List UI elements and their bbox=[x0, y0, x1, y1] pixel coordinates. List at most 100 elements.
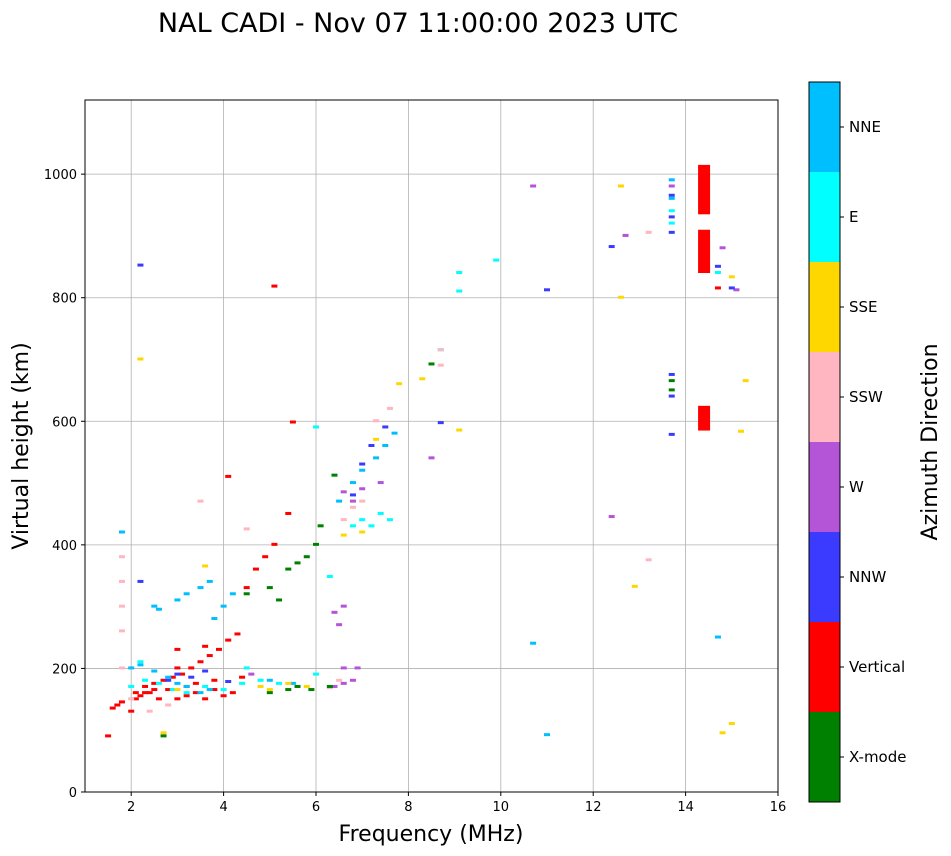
data-point-x-mode bbox=[285, 567, 292, 571]
y-tick-label: 400 bbox=[52, 539, 77, 554]
data-point-vertical bbox=[225, 474, 232, 478]
data-point-vertical bbox=[109, 706, 116, 710]
data-point-ssw bbox=[373, 419, 380, 423]
data-point-vertical bbox=[146, 691, 153, 695]
colorbar-label-nnw: NNW bbox=[849, 568, 886, 586]
data-point-vertical bbox=[271, 284, 278, 288]
data-point-ssw bbox=[146, 709, 153, 713]
data-point-e bbox=[349, 524, 356, 528]
data-point-vertical bbox=[225, 638, 232, 642]
data-point-ssw bbox=[645, 558, 652, 562]
data-point-nne bbox=[544, 733, 550, 737]
data-point-vertical bbox=[192, 681, 199, 685]
data-point-vertical bbox=[211, 678, 218, 682]
data-points bbox=[105, 164, 749, 738]
data-point-nnw bbox=[382, 425, 389, 429]
data-point-sse bbox=[285, 681, 292, 685]
data-point-vertical bbox=[197, 660, 204, 664]
data-point-vertical bbox=[202, 644, 209, 648]
data-point-e bbox=[128, 684, 135, 688]
data-point-vertical bbox=[118, 700, 125, 704]
data-point-x-mode bbox=[308, 688, 315, 692]
data-point-w bbox=[340, 666, 347, 670]
data-point-nnw bbox=[668, 230, 675, 234]
data-point-w bbox=[349, 499, 356, 503]
data-point-e bbox=[257, 678, 264, 682]
data-point-sse bbox=[617, 295, 624, 299]
chart-title: NAL CADI - Nov 07 11:00:00 2023 UTC bbox=[158, 8, 678, 39]
data-point-w bbox=[340, 681, 347, 685]
x-tick-label: 4 bbox=[219, 800, 227, 815]
colorbar-segment-sse bbox=[809, 262, 840, 352]
data-point-x-mode bbox=[266, 691, 273, 695]
data-point-x-mode bbox=[294, 561, 301, 565]
data-point-nnw bbox=[668, 372, 675, 376]
data-point-nnw bbox=[668, 215, 675, 219]
plot-frame bbox=[84, 99, 779, 793]
data-point-x-mode bbox=[266, 586, 273, 590]
data-point-sse bbox=[728, 275, 735, 279]
data-point-nne bbox=[714, 635, 721, 639]
data-point-x-mode bbox=[276, 598, 283, 602]
data-point-e bbox=[137, 660, 144, 664]
data-point-sse bbox=[359, 530, 366, 534]
colorbar-segment-ssw bbox=[809, 352, 840, 442]
data-point-e bbox=[142, 678, 149, 682]
data-point-e bbox=[313, 672, 319, 676]
data-point-w bbox=[668, 184, 675, 188]
data-point-vertical bbox=[234, 632, 241, 636]
data-point-sse bbox=[738, 429, 745, 433]
data-point-vertical bbox=[174, 697, 181, 701]
data-point-nne bbox=[382, 444, 389, 447]
data-point-x-mode bbox=[668, 379, 675, 383]
data-point-e bbox=[169, 688, 176, 692]
data-point-nnw bbox=[225, 680, 232, 684]
data-point-e bbox=[668, 209, 675, 213]
data-point-w bbox=[428, 456, 435, 460]
colorbar-segment-nnw bbox=[809, 532, 840, 622]
data-point-ssw bbox=[386, 406, 393, 410]
data-point-nnw bbox=[668, 394, 675, 398]
data-point-sse bbox=[160, 731, 167, 735]
data-point-x-mode bbox=[317, 524, 324, 528]
data-point-nne bbox=[197, 586, 204, 590]
data-point-vertical bbox=[252, 567, 259, 571]
data-point-e bbox=[276, 681, 283, 685]
data-point-vertical bbox=[206, 654, 213, 658]
data-point-sse bbox=[137, 357, 144, 361]
data-point-nnw bbox=[174, 672, 181, 676]
data-point-vertical bbox=[142, 691, 149, 695]
data-point-sse bbox=[617, 184, 624, 188]
data-point-nnw bbox=[544, 288, 550, 292]
data-point-e bbox=[220, 688, 227, 692]
data-point-nnw bbox=[137, 579, 144, 583]
colorbar-segment-vertical bbox=[809, 622, 840, 712]
data-block-vertical bbox=[698, 229, 711, 273]
data-point-sse bbox=[631, 584, 638, 588]
data-point-ssw bbox=[359, 499, 366, 503]
data-point-x-mode bbox=[160, 734, 167, 738]
data-point-vertical bbox=[714, 286, 721, 290]
x-tick-label: 12 bbox=[585, 800, 602, 815]
data-point-sse bbox=[742, 379, 749, 383]
data-point-e bbox=[183, 691, 190, 695]
data-point-vertical bbox=[137, 694, 144, 698]
data-point-sse bbox=[396, 382, 403, 386]
data-point-vertical bbox=[220, 694, 227, 698]
x-tick-label: 6 bbox=[312, 800, 320, 815]
colorbar-label-sse: SSE bbox=[849, 298, 878, 316]
colorbar-segment-x-mode bbox=[809, 712, 840, 802]
data-point-e bbox=[202, 684, 209, 688]
data-point-nne bbox=[266, 678, 273, 682]
data-point-x-mode bbox=[331, 473, 338, 477]
data-point-nne bbox=[137, 663, 144, 667]
data-point-nnw bbox=[359, 462, 366, 466]
data-point-vertical bbox=[114, 703, 121, 707]
data-point-vertical bbox=[132, 697, 139, 701]
data-point-vertical bbox=[142, 684, 149, 688]
data-point-w bbox=[331, 610, 338, 614]
data-point-x-mode bbox=[428, 362, 435, 366]
data-point-sse bbox=[174, 688, 181, 692]
colorbar-segment-nne bbox=[809, 82, 840, 172]
colorbar-label-x-mode: X-mode bbox=[849, 748, 906, 766]
